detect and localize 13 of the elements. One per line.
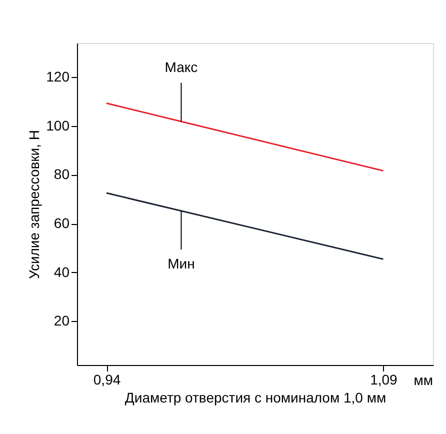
- text: мм: [414, 372, 433, 388]
- text: Мин: [168, 256, 195, 272]
- y-tick-label: 40: [54, 264, 70, 280]
- y-tick-label: 120: [46, 68, 70, 85]
- x-tick-label: 1,09: [370, 372, 398, 388]
- y-axis-title: Усилие запрессовки, Н: [26, 130, 42, 280]
- x-tick-label: 0,94: [93, 372, 121, 388]
- y-tick-label: 60: [54, 215, 70, 232]
- x-axis-title: Диаметр отверстия с номиналом 1,0 мм: [124, 390, 386, 406]
- y-tick-label: 80: [54, 166, 70, 182]
- y-tick-label: 100: [46, 117, 70, 134]
- y-tick-label: 20: [54, 312, 70, 329]
- text: Макс: [164, 58, 198, 75]
